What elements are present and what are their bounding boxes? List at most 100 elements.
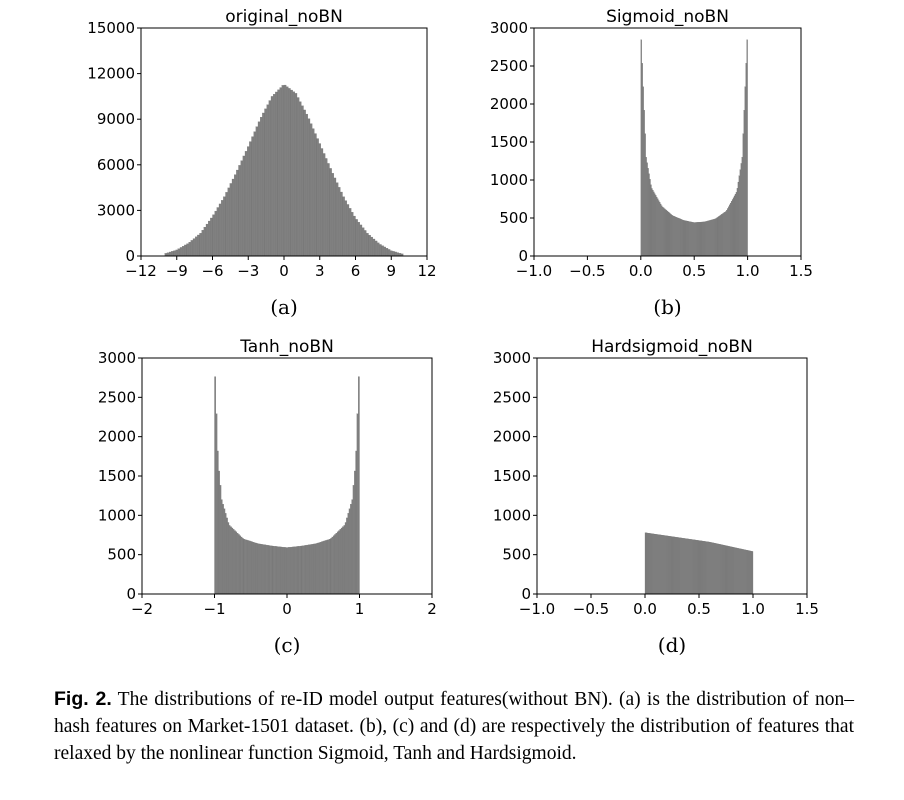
histogram-bar	[272, 545, 274, 595]
x-tick-label: 0.0	[633, 600, 657, 618]
histogram-bar	[729, 202, 732, 257]
histogram-bar	[694, 222, 696, 257]
histogram-bar	[223, 508, 226, 595]
histogram-bar	[664, 535, 666, 595]
histogram-bar	[249, 141, 252, 257]
histogram-bar	[266, 104, 269, 257]
histogram-bar	[385, 248, 389, 257]
histogram-bar	[648, 173, 650, 257]
histogram-bar	[333, 177, 337, 257]
y-tick-label: 1000	[98, 506, 136, 524]
histogram-bar	[312, 128, 315, 257]
histogram-bar	[703, 541, 706, 595]
histogram-bar	[315, 543, 318, 595]
histogram-bar	[662, 206, 664, 257]
histogram-bar	[219, 485, 222, 595]
histogram-bar	[311, 544, 314, 595]
histogram-bar	[305, 545, 307, 595]
histogram-bar	[257, 543, 260, 595]
histogram-bar	[716, 543, 718, 595]
histogram-bar	[731, 199, 734, 257]
histogram-bar	[705, 221, 707, 257]
histogram-bar	[285, 547, 288, 595]
histogram-bar	[721, 214, 723, 257]
x-tick-label: 3	[315, 262, 325, 280]
histogram-bar	[278, 546, 281, 595]
histogram-bar	[334, 534, 336, 595]
histogram-bar	[203, 226, 207, 257]
histogram-bar	[650, 184, 652, 257]
histogram-bar	[338, 530, 340, 595]
histogram-bar	[283, 84, 287, 257]
histogram-bar	[314, 133, 317, 257]
histogram-bar	[669, 536, 671, 595]
x-tick-label: 0	[279, 262, 289, 280]
y-tick-label: 6000	[97, 156, 135, 174]
histogram-bar	[742, 549, 744, 595]
y-tick-label: 1500	[490, 133, 528, 151]
histogram-bar	[659, 534, 661, 595]
histogram-bar	[271, 545, 273, 595]
histogram-bar	[725, 211, 727, 257]
histogram-bar	[703, 221, 706, 257]
histogram-bar	[672, 215, 674, 257]
histogram-bar	[736, 547, 738, 595]
histogram-bar	[644, 133, 646, 257]
histogram-bar	[745, 63, 747, 257]
histogram-bar	[227, 187, 230, 257]
histogram-bar	[714, 218, 716, 257]
histogram-bar	[712, 219, 714, 257]
histogram-bar	[657, 534, 659, 595]
histogram-bar	[658, 534, 660, 595]
histogram-bar	[673, 216, 675, 257]
histogram-bar	[243, 539, 245, 595]
histogram-bar	[309, 544, 311, 595]
histogram-bar	[264, 108, 267, 257]
histogram-bar	[708, 220, 710, 257]
histogram-bar	[179, 247, 183, 257]
caption-label: Fig. 2.	[54, 688, 112, 710]
histogram-bar	[227, 522, 230, 595]
histogram-bar	[199, 233, 202, 257]
histogram-bar	[342, 196, 345, 257]
histogram-bar	[251, 541, 253, 595]
histogram-bar	[255, 542, 257, 595]
histogram-bar	[724, 545, 726, 595]
histogram-bar	[654, 193, 656, 257]
histogram-bar	[691, 221, 693, 257]
histogram-bar	[706, 220, 708, 257]
histogram-bar	[301, 545, 303, 595]
histogram-bar	[668, 212, 671, 257]
histogram-bar	[331, 536, 334, 595]
x-tick-label: −2	[131, 600, 153, 618]
y-tick-label: 1000	[493, 506, 531, 524]
histogram-bar	[671, 215, 673, 257]
histogram-bar	[342, 526, 344, 595]
histogram-bar	[364, 230, 367, 257]
histogram-bar	[366, 233, 369, 257]
histogram-bar	[732, 197, 735, 257]
histogram-bar	[719, 544, 721, 595]
histogram-bar	[359, 224, 363, 257]
histogram-bar	[729, 546, 731, 595]
histogram-bar	[664, 209, 667, 257]
histogram-bar	[680, 219, 682, 257]
histogram-bar	[721, 544, 723, 595]
histogram-bar	[299, 101, 302, 257]
histogram-bar	[728, 206, 730, 257]
histogram-bar	[643, 110, 645, 257]
histogram-bar	[383, 246, 386, 257]
y-tick-label: 1500	[493, 467, 531, 485]
histogram-bar	[177, 248, 181, 257]
histogram-bar	[288, 88, 291, 257]
histogram-bar	[723, 545, 725, 595]
histogram-bar	[281, 85, 285, 257]
histogram-bar	[691, 539, 693, 595]
histogram-bar	[702, 221, 705, 257]
histogram-bar	[247, 146, 250, 257]
histogram-bar	[692, 539, 694, 595]
histogram-bar	[195, 236, 198, 257]
histogram-bar	[294, 546, 297, 595]
histogram-bar	[692, 539, 695, 595]
histogram-bar	[713, 219, 715, 257]
